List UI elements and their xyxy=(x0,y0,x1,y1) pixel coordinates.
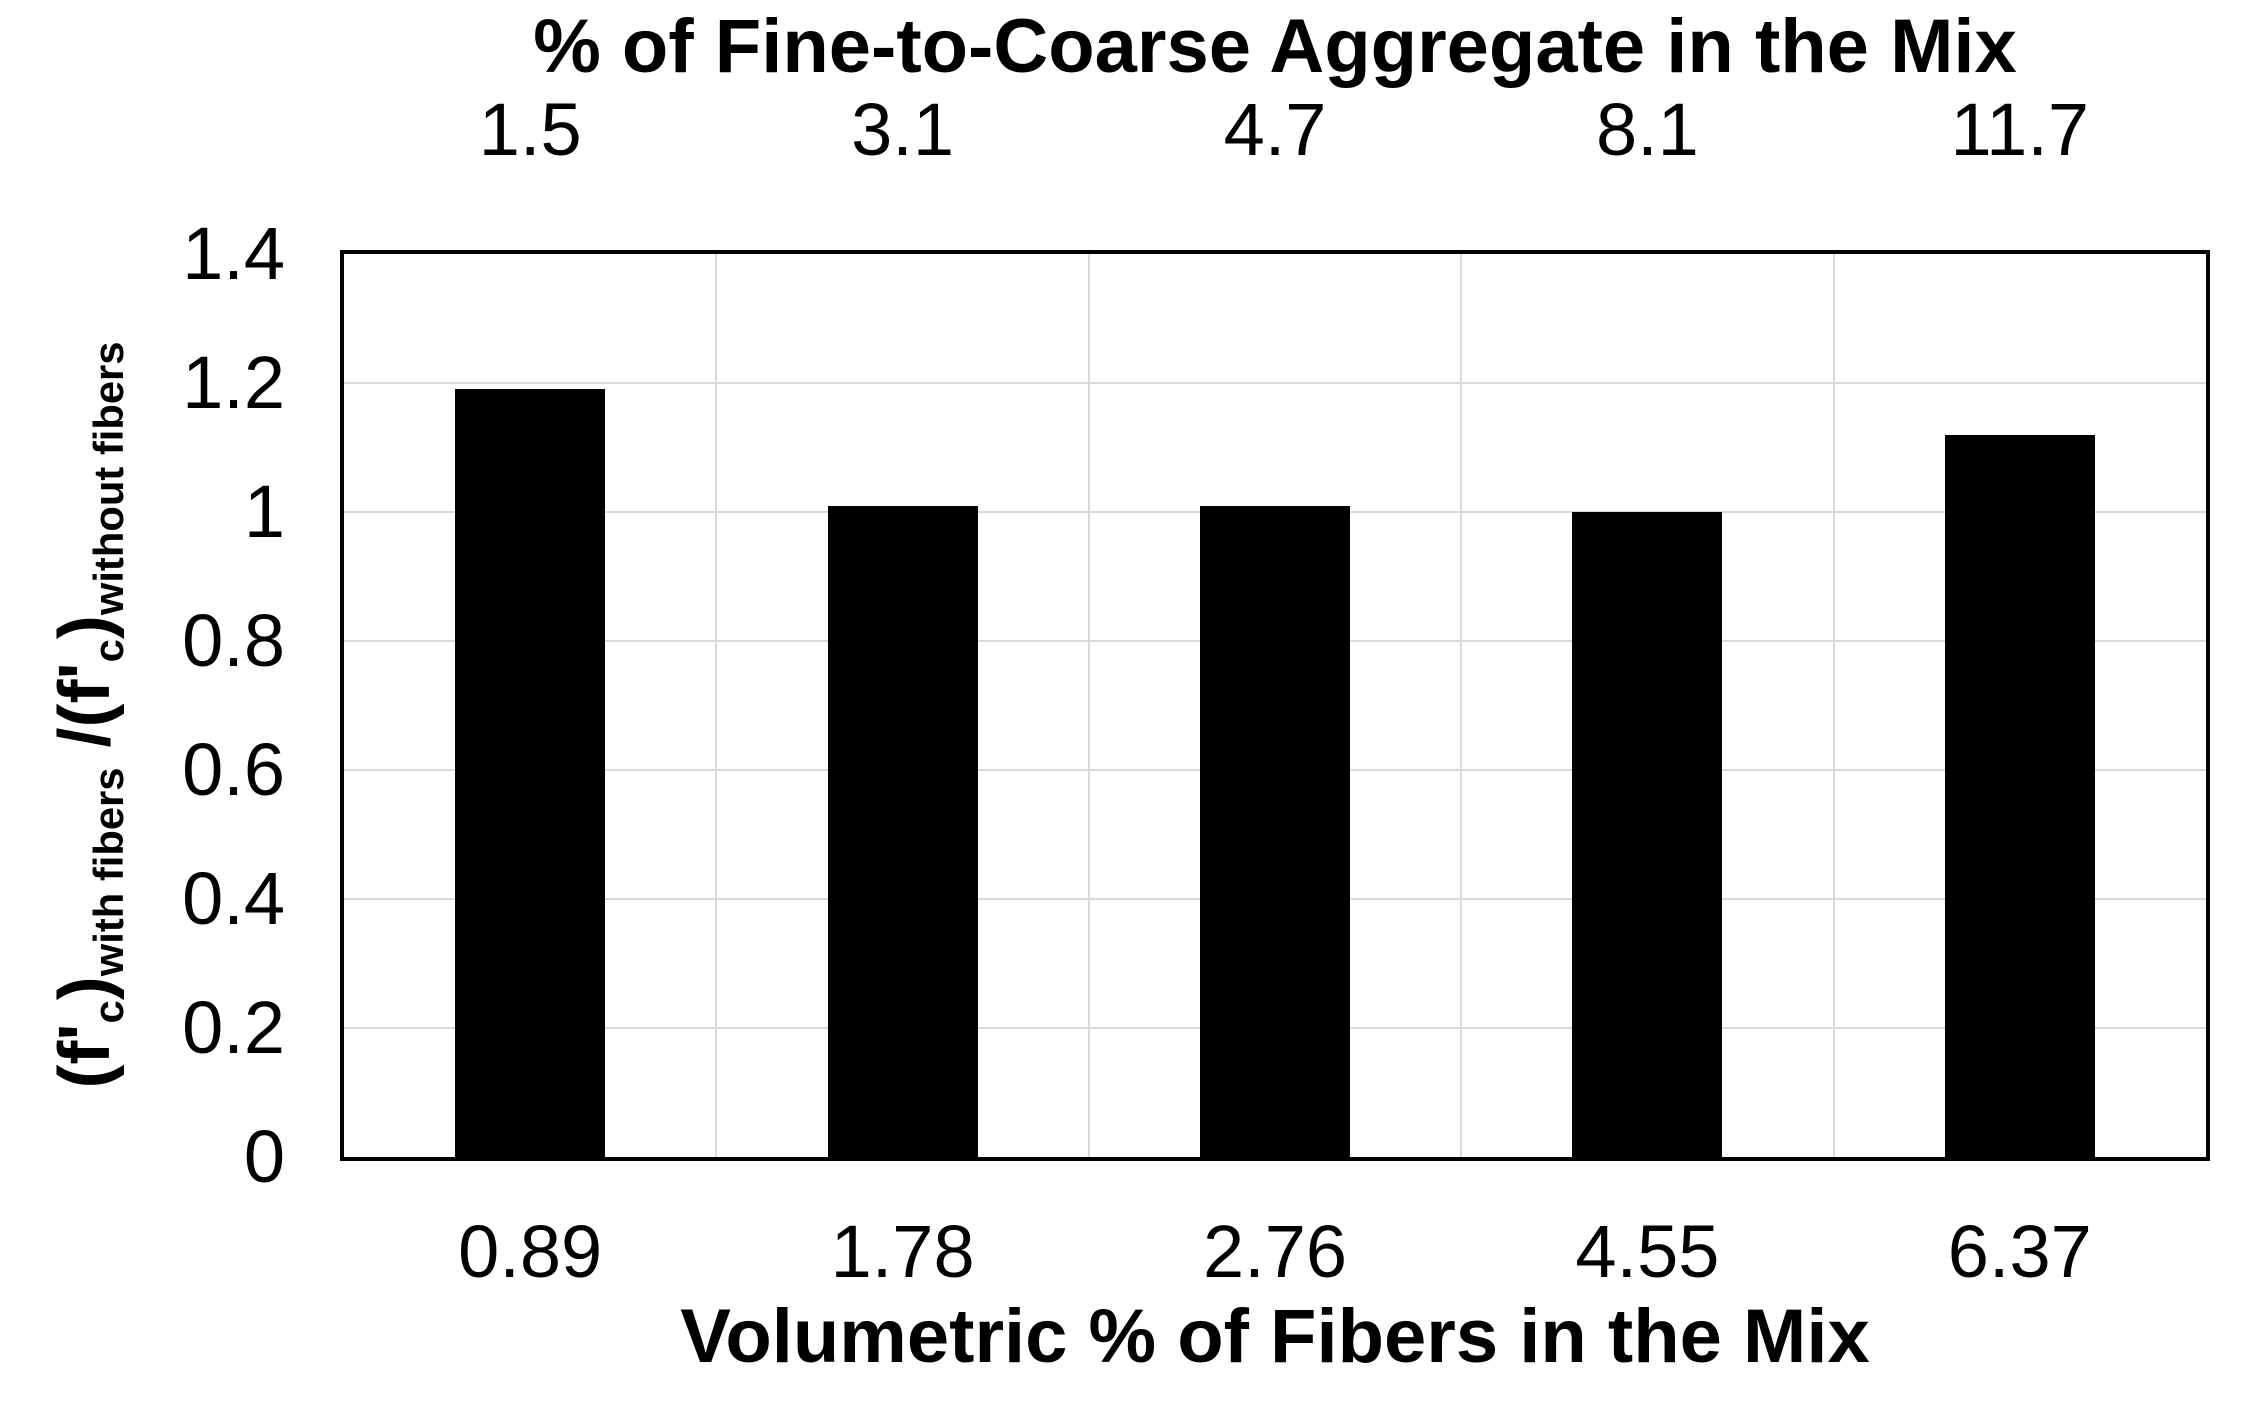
vertical-gridline xyxy=(1087,254,1090,1157)
y-tick-label: 1.2 xyxy=(182,341,285,424)
bar xyxy=(1572,512,1723,1157)
bottom-tick-label: 6.37 xyxy=(1947,1210,2092,1293)
bottom-axis-title: Volumetric % of Fibers in the Mix xyxy=(680,1294,1870,1379)
plot-area xyxy=(340,250,2210,1161)
top-tick-label: 11.7 xyxy=(1950,88,2090,171)
bottom-tick-label: 2.76 xyxy=(1202,1210,1348,1293)
bar xyxy=(827,505,978,1157)
vertical-gridline xyxy=(1832,254,1835,1157)
y-tick-label: 0.4 xyxy=(182,857,285,940)
bar xyxy=(1944,434,2095,1157)
top-tick-label: 4.7 xyxy=(1223,88,1327,171)
y-tick-label: 1.4 xyxy=(182,212,285,295)
bottom-tick-label: 0.89 xyxy=(458,1210,603,1293)
top-tick-label: 3.1 xyxy=(851,88,955,171)
y-tick-label: 1 xyxy=(243,470,285,553)
y-tick-label: 0.6 xyxy=(182,728,285,811)
vertical-gridline xyxy=(1460,254,1463,1157)
bottom-tick-label: 1.78 xyxy=(830,1210,975,1293)
top-tick-label: 8.1 xyxy=(1595,88,1699,171)
y-tick-label: 0.2 xyxy=(182,986,285,1069)
top-axis-title: % of Fine-to-Coarse Aggregate in the Mix xyxy=(533,4,2017,89)
bar xyxy=(1200,505,1350,1157)
y-tick-label: 0 xyxy=(243,1115,285,1198)
top-tick-label: 1.5 xyxy=(478,88,582,171)
vertical-gridline xyxy=(715,254,718,1157)
bottom-tick-label: 4.55 xyxy=(1575,1210,1720,1293)
horizontal-gridline xyxy=(344,382,2206,384)
bar xyxy=(455,389,606,1157)
y-tick-label: 0.8 xyxy=(182,599,285,682)
